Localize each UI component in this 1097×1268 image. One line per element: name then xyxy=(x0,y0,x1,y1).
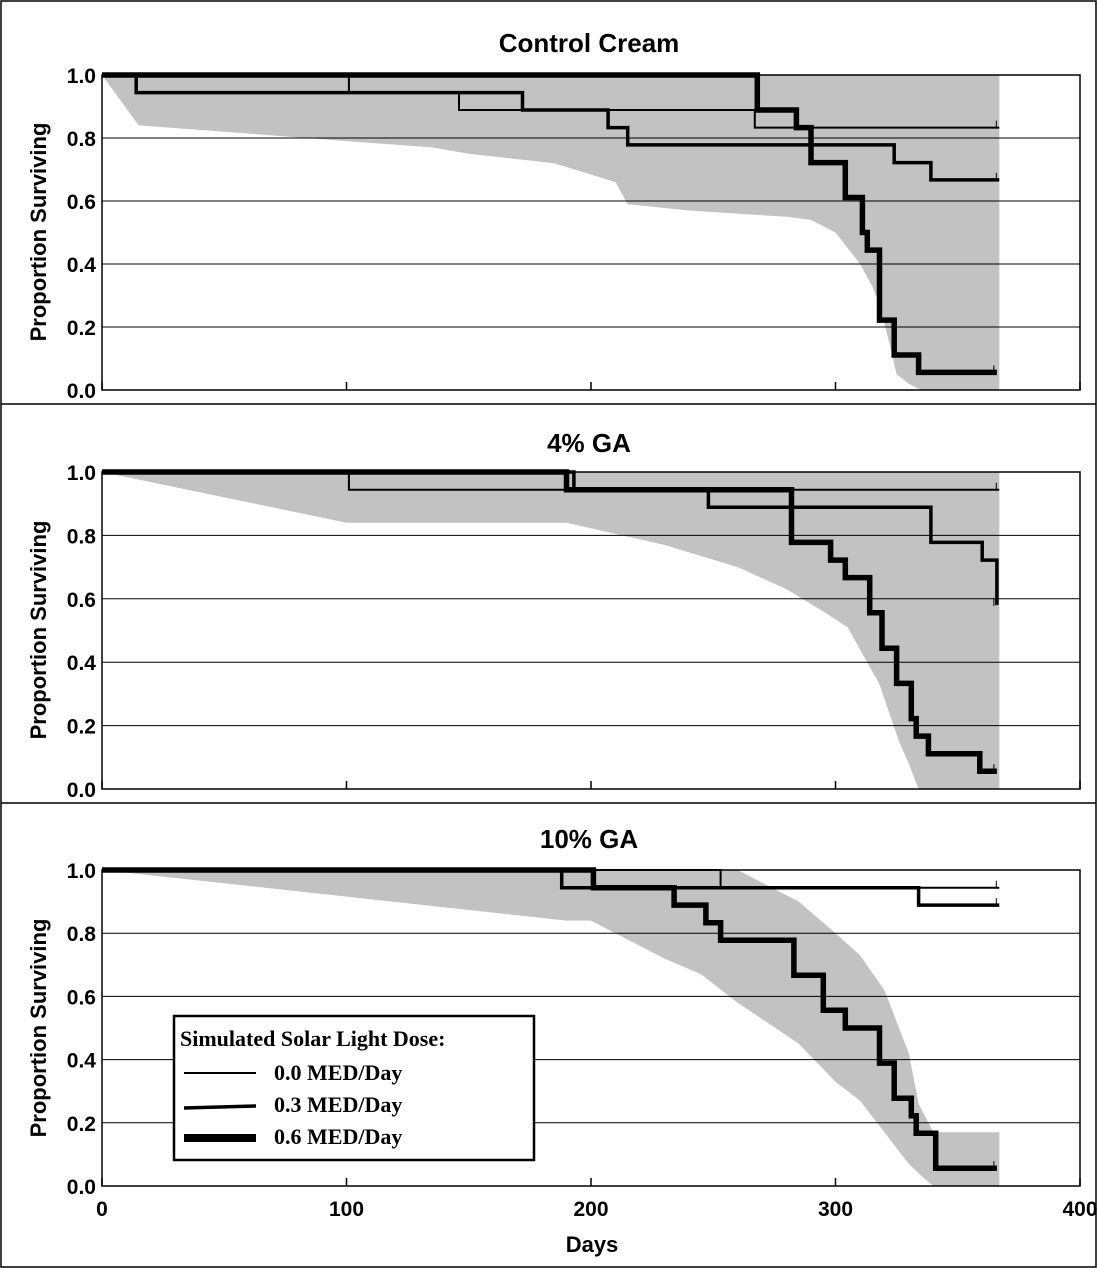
chart-panel-1: 0.0 0.2 0.4 0.6 0.8 1.0 4% GA Proportion Surviv… xyxy=(26,428,1081,802)
x-tick-label: 100 xyxy=(329,1198,364,1221)
legend-swatch-1 xyxy=(183,1104,257,1110)
series-line xyxy=(102,74,1000,129)
legend-label-0: 0.0 MED/Day xyxy=(274,1060,402,1085)
y-tick-label: 1.0 xyxy=(67,860,96,883)
confidence-band xyxy=(102,870,1000,1186)
x-tick-label: 400 xyxy=(1062,1198,1097,1221)
y-tick-label: 0.4 xyxy=(67,254,97,277)
y-tick-label: 1.0 xyxy=(67,65,96,88)
y-tick-label: 0.8 xyxy=(67,923,97,946)
y-tick-label: 0.8 xyxy=(67,128,97,151)
series-line xyxy=(102,867,997,1172)
y-tick-label: 0.0 xyxy=(67,779,96,802)
series-line xyxy=(102,72,997,376)
y-tick-label: 0.0 xyxy=(67,380,96,403)
confidence-band xyxy=(102,75,1000,390)
series-line xyxy=(102,469,997,774)
confidence-band xyxy=(102,472,1000,789)
y-tick-label: 1.0 xyxy=(67,462,96,485)
y-tick-label: 0.6 xyxy=(67,589,96,612)
x-tick-label: 300 xyxy=(818,1198,853,1221)
x-tick-label: 0 xyxy=(96,1198,108,1221)
panel-title: 10% GA xyxy=(540,824,638,854)
series-line xyxy=(102,470,999,606)
series-line xyxy=(102,73,1000,182)
y-tick-label: 0.2 xyxy=(67,1113,96,1136)
y-tick-label: 0.6 xyxy=(67,191,96,214)
panel-title: 4% GA xyxy=(547,428,631,458)
panels: 0.0 0.2 0.4 0.6 0.8 1.0 Control Cream Proportio… xyxy=(26,28,1097,1257)
y-axis-label: Proportion Surviving xyxy=(26,123,51,342)
y-tick-label: 0.2 xyxy=(67,317,96,340)
panel-title: Control Cream xyxy=(499,28,680,58)
y-tick-label: 0.0 xyxy=(67,1176,96,1199)
x-tick-label: 200 xyxy=(573,1198,608,1221)
y-tick-label: 0.8 xyxy=(67,525,97,548)
legend: Simulated Solar Light Dose: 0.0 MED/Day … xyxy=(172,1014,536,1162)
y-tick-label: 0.4 xyxy=(67,1050,97,1073)
x-axis-label: Days xyxy=(566,1232,619,1257)
chart-panel-0: 0.0 0.2 0.4 0.6 0.8 1.0 Control Cream Proportio… xyxy=(26,28,1081,403)
y-axis-label: Proportion Surviving xyxy=(26,919,51,1138)
legend-title: Simulated Solar Light Dose: xyxy=(180,1026,445,1051)
y-tick-label: 0.2 xyxy=(67,716,96,739)
legend-label-2: 0.6 MED/Day xyxy=(274,1124,402,1149)
y-tick-label: 0.4 xyxy=(67,652,97,675)
legend-label-1: 0.3 MED/Day xyxy=(274,1092,402,1117)
y-tick-label: 0.6 xyxy=(67,986,96,1009)
y-axis-label: Proportion Surviving xyxy=(26,521,51,740)
